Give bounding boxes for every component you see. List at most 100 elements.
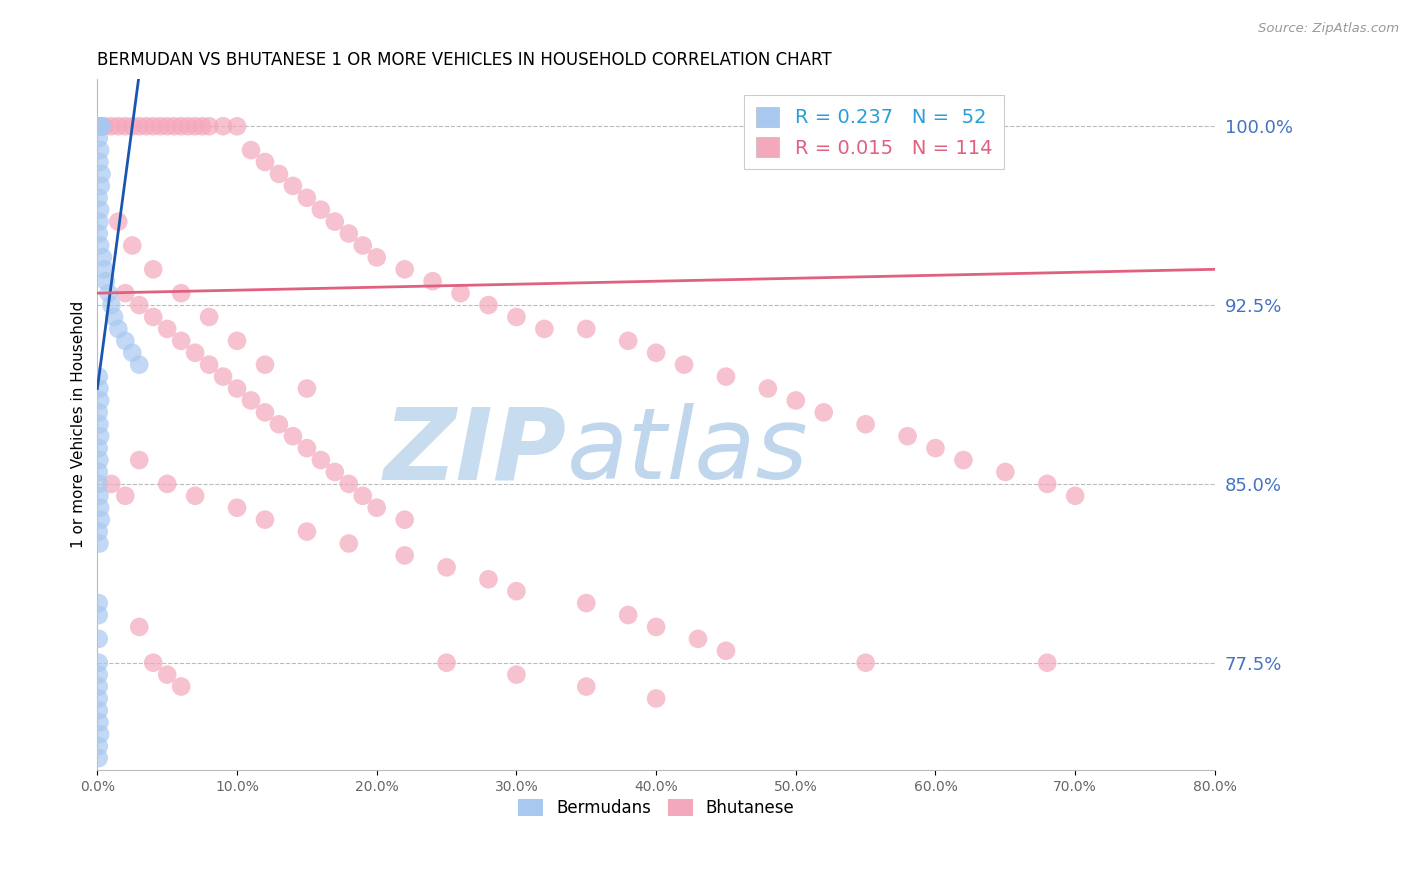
- Point: [505, 584, 527, 599]
- Point: [128, 453, 150, 467]
- Point: [184, 489, 207, 503]
- Point: [89, 214, 111, 228]
- Point: [121, 120, 143, 134]
- Point: [100, 476, 122, 491]
- Point: [107, 322, 129, 336]
- Point: [156, 120, 179, 134]
- Point: [163, 120, 186, 134]
- Point: [100, 120, 122, 134]
- Point: [184, 345, 207, 359]
- Point: [645, 691, 668, 706]
- Point: [100, 298, 122, 312]
- Point: [91, 251, 114, 265]
- Point: [87, 476, 110, 491]
- Point: [128, 620, 150, 634]
- Point: [142, 310, 165, 324]
- Point: [103, 310, 125, 324]
- Point: [253, 405, 276, 419]
- Point: [94, 274, 117, 288]
- Point: [240, 143, 263, 157]
- Point: [89, 120, 111, 134]
- Point: [924, 441, 946, 455]
- Y-axis label: 1 or more Vehicles in Household: 1 or more Vehicles in Household: [72, 301, 86, 548]
- Text: Source: ZipAtlas.com: Source: ZipAtlas.com: [1258, 22, 1399, 36]
- Point: [295, 382, 318, 396]
- Point: [87, 739, 110, 753]
- Point: [87, 369, 110, 384]
- Point: [337, 227, 360, 241]
- Point: [337, 476, 360, 491]
- Point: [114, 334, 136, 348]
- Point: [575, 322, 598, 336]
- Point: [89, 453, 111, 467]
- Point: [394, 513, 416, 527]
- Point: [89, 382, 111, 396]
- Point: [366, 500, 388, 515]
- Point: [366, 251, 388, 265]
- Point: [87, 703, 110, 717]
- Point: [177, 120, 200, 134]
- Point: [212, 369, 235, 384]
- Point: [90, 120, 112, 134]
- Point: [477, 298, 499, 312]
- Point: [89, 155, 111, 169]
- Point: [89, 238, 111, 252]
- Text: BERMUDAN VS BHUTANESE 1 OR MORE VEHICLES IN HOUSEHOLD CORRELATION CHART: BERMUDAN VS BHUTANESE 1 OR MORE VEHICLES…: [97, 51, 832, 69]
- Point: [87, 227, 110, 241]
- Point: [170, 120, 193, 134]
- Point: [253, 358, 276, 372]
- Point: [952, 453, 974, 467]
- Point: [90, 120, 112, 134]
- Point: [89, 120, 111, 134]
- Point: [253, 513, 276, 527]
- Point: [240, 393, 263, 408]
- Point: [352, 238, 374, 252]
- Point: [170, 680, 193, 694]
- Point: [505, 310, 527, 324]
- Point: [394, 262, 416, 277]
- Point: [87, 632, 110, 646]
- Point: [89, 429, 111, 443]
- Point: [87, 656, 110, 670]
- Point: [714, 369, 737, 384]
- Point: [212, 120, 235, 134]
- Point: [87, 441, 110, 455]
- Text: atlas: atlas: [567, 403, 808, 500]
- Point: [1064, 489, 1087, 503]
- Point: [87, 465, 110, 479]
- Point: [198, 120, 221, 134]
- Point: [114, 286, 136, 301]
- Point: [813, 405, 835, 419]
- Point: [107, 214, 129, 228]
- Point: [267, 167, 290, 181]
- Point: [295, 441, 318, 455]
- Point: [87, 667, 110, 681]
- Point: [337, 536, 360, 550]
- Point: [673, 358, 696, 372]
- Point: [323, 214, 346, 228]
- Point: [89, 715, 111, 730]
- Point: [450, 286, 472, 301]
- Point: [281, 429, 304, 443]
- Point: [89, 536, 111, 550]
- Point: [89, 500, 111, 515]
- Point: [149, 120, 172, 134]
- Point: [645, 620, 668, 634]
- Point: [617, 607, 640, 622]
- Point: [142, 656, 165, 670]
- Point: [617, 334, 640, 348]
- Point: [226, 334, 249, 348]
- Point: [575, 596, 598, 610]
- Point: [267, 417, 290, 432]
- Point: [1036, 656, 1059, 670]
- Point: [896, 429, 918, 443]
- Point: [295, 191, 318, 205]
- Point: [89, 417, 111, 432]
- Point: [170, 286, 193, 301]
- Point: [156, 476, 179, 491]
- Point: [93, 120, 115, 134]
- Point: [170, 334, 193, 348]
- Point: [87, 680, 110, 694]
- Point: [107, 120, 129, 134]
- Point: [87, 524, 110, 539]
